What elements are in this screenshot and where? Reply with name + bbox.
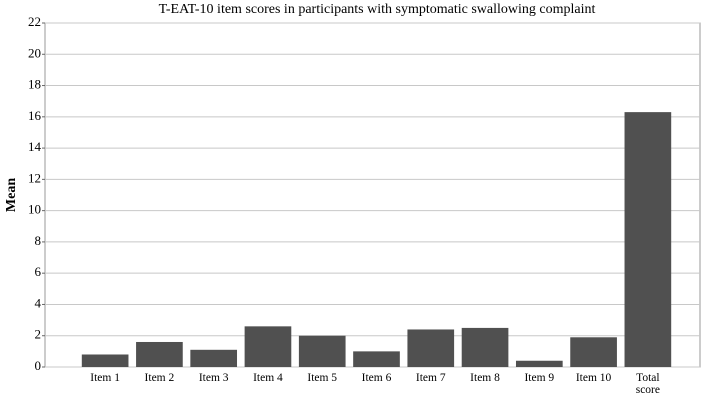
y-tick-label: 18 bbox=[28, 77, 41, 92]
y-tick-label: 14 bbox=[28, 139, 42, 154]
x-tick-label: Total score bbox=[635, 372, 660, 396]
bar bbox=[461, 327, 509, 367]
x-tick-label: Item 3 bbox=[198, 372, 229, 384]
bar bbox=[190, 349, 238, 367]
y-tick-label: 20 bbox=[28, 45, 41, 60]
bar bbox=[353, 351, 400, 367]
x-tick-label: Item 4 bbox=[253, 372, 283, 384]
x-tick-label: Item 8 bbox=[470, 372, 500, 384]
x-tick-label: Item 6 bbox=[361, 372, 392, 384]
y-axis-label: Mean bbox=[4, 178, 19, 212]
plot-frame bbox=[44, 22, 701, 368]
y-tick-label: 4 bbox=[35, 295, 42, 310]
bar bbox=[570, 337, 617, 367]
x-tick-label: Item 2 bbox=[144, 372, 175, 384]
y-tick-label: 2 bbox=[35, 327, 42, 342]
y-tick-label: 22 bbox=[28, 14, 41, 29]
bar bbox=[624, 112, 672, 367]
y-tick-label: 8 bbox=[35, 233, 42, 248]
y-tick-label: 10 bbox=[28, 202, 41, 217]
y-tick-label: 0 bbox=[35, 358, 42, 373]
x-tick-label: Item 5 bbox=[307, 372, 338, 384]
bar bbox=[244, 326, 292, 367]
y-tick-label: 12 bbox=[28, 170, 41, 185]
bar bbox=[81, 354, 129, 367]
x-tick-label: Item 10 bbox=[575, 372, 612, 384]
bar bbox=[136, 341, 183, 367]
chart-title: T-EAT-10 item scores in participants wit… bbox=[159, 2, 596, 17]
bar bbox=[298, 335, 346, 367]
y-tick-label: 6 bbox=[35, 264, 42, 279]
bar bbox=[515, 360, 563, 367]
x-tick-label: Item 1 bbox=[90, 372, 120, 384]
x-tick-label: Item 7 bbox=[415, 372, 446, 384]
bar bbox=[407, 329, 455, 367]
x-tick-label: Item 9 bbox=[524, 372, 555, 384]
y-tick-label: 16 bbox=[28, 108, 42, 123]
